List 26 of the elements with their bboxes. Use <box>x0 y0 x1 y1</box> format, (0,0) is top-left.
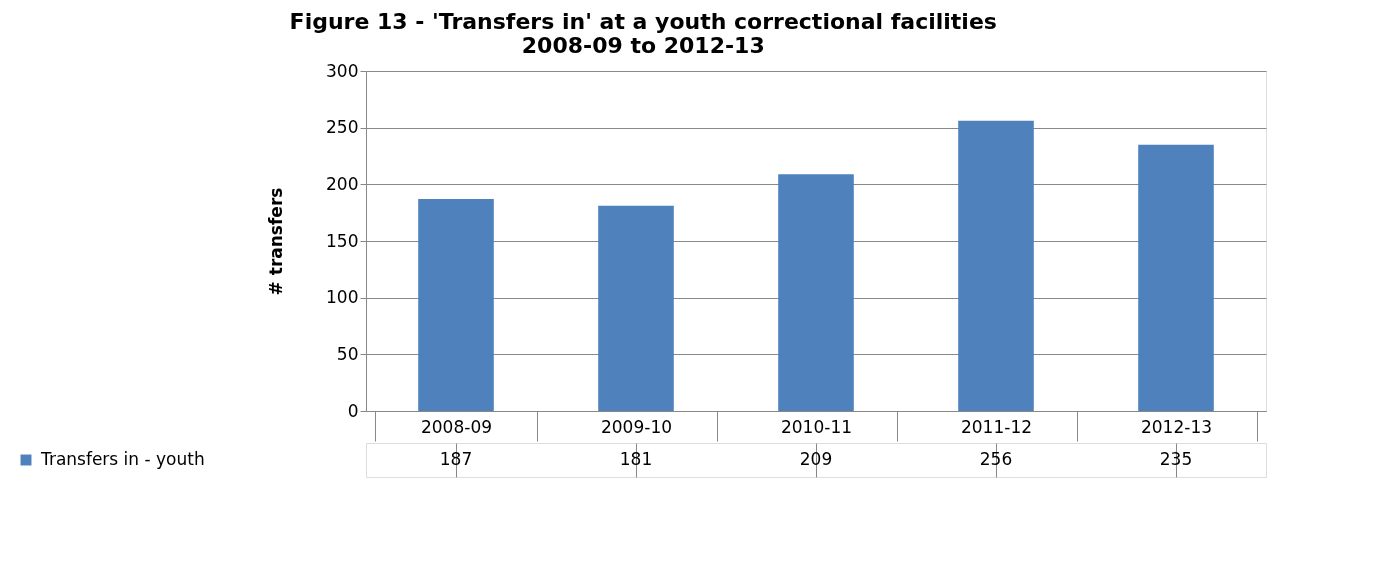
x-tick-label: 2011-12 <box>960 416 1033 437</box>
bar <box>958 120 1034 411</box>
bar <box>1138 144 1214 411</box>
legend-label: Transfers in - youth <box>40 449 205 469</box>
y-tick-label: 250 <box>326 117 359 138</box>
text: 2008-09 to 2012-13 <box>521 32 765 58</box>
y-tick-label: 50 <box>336 343 359 364</box>
y-tick-label: 200 <box>326 173 359 194</box>
x-tick-label: 2009-10 <box>600 416 673 437</box>
y-tick-label: 0 <box>347 400 359 421</box>
data-label: 235 <box>1159 449 1193 469</box>
bar <box>598 205 674 411</box>
y-tick-label: 100 <box>326 287 359 308</box>
text: Figure 13 - 'Transfers in' at a youth correctional facilities <box>289 8 997 34</box>
bar <box>418 199 494 411</box>
data-label: 209 <box>799 449 833 469</box>
x-tick-label: 2012-13 <box>1140 416 1213 437</box>
bar <box>778 174 854 411</box>
data-label: 256 <box>979 449 1013 469</box>
y-tick-label: 300 <box>326 60 359 81</box>
data-label: 181 <box>619 449 653 469</box>
x-tick-label: 2010-11 <box>780 416 853 437</box>
data-label: 187 <box>439 449 473 469</box>
y-axis-title: # transfers <box>266 187 287 296</box>
y-tick-label: 150 <box>326 230 359 251</box>
x-tick-label: 2008-09 <box>420 416 493 437</box>
